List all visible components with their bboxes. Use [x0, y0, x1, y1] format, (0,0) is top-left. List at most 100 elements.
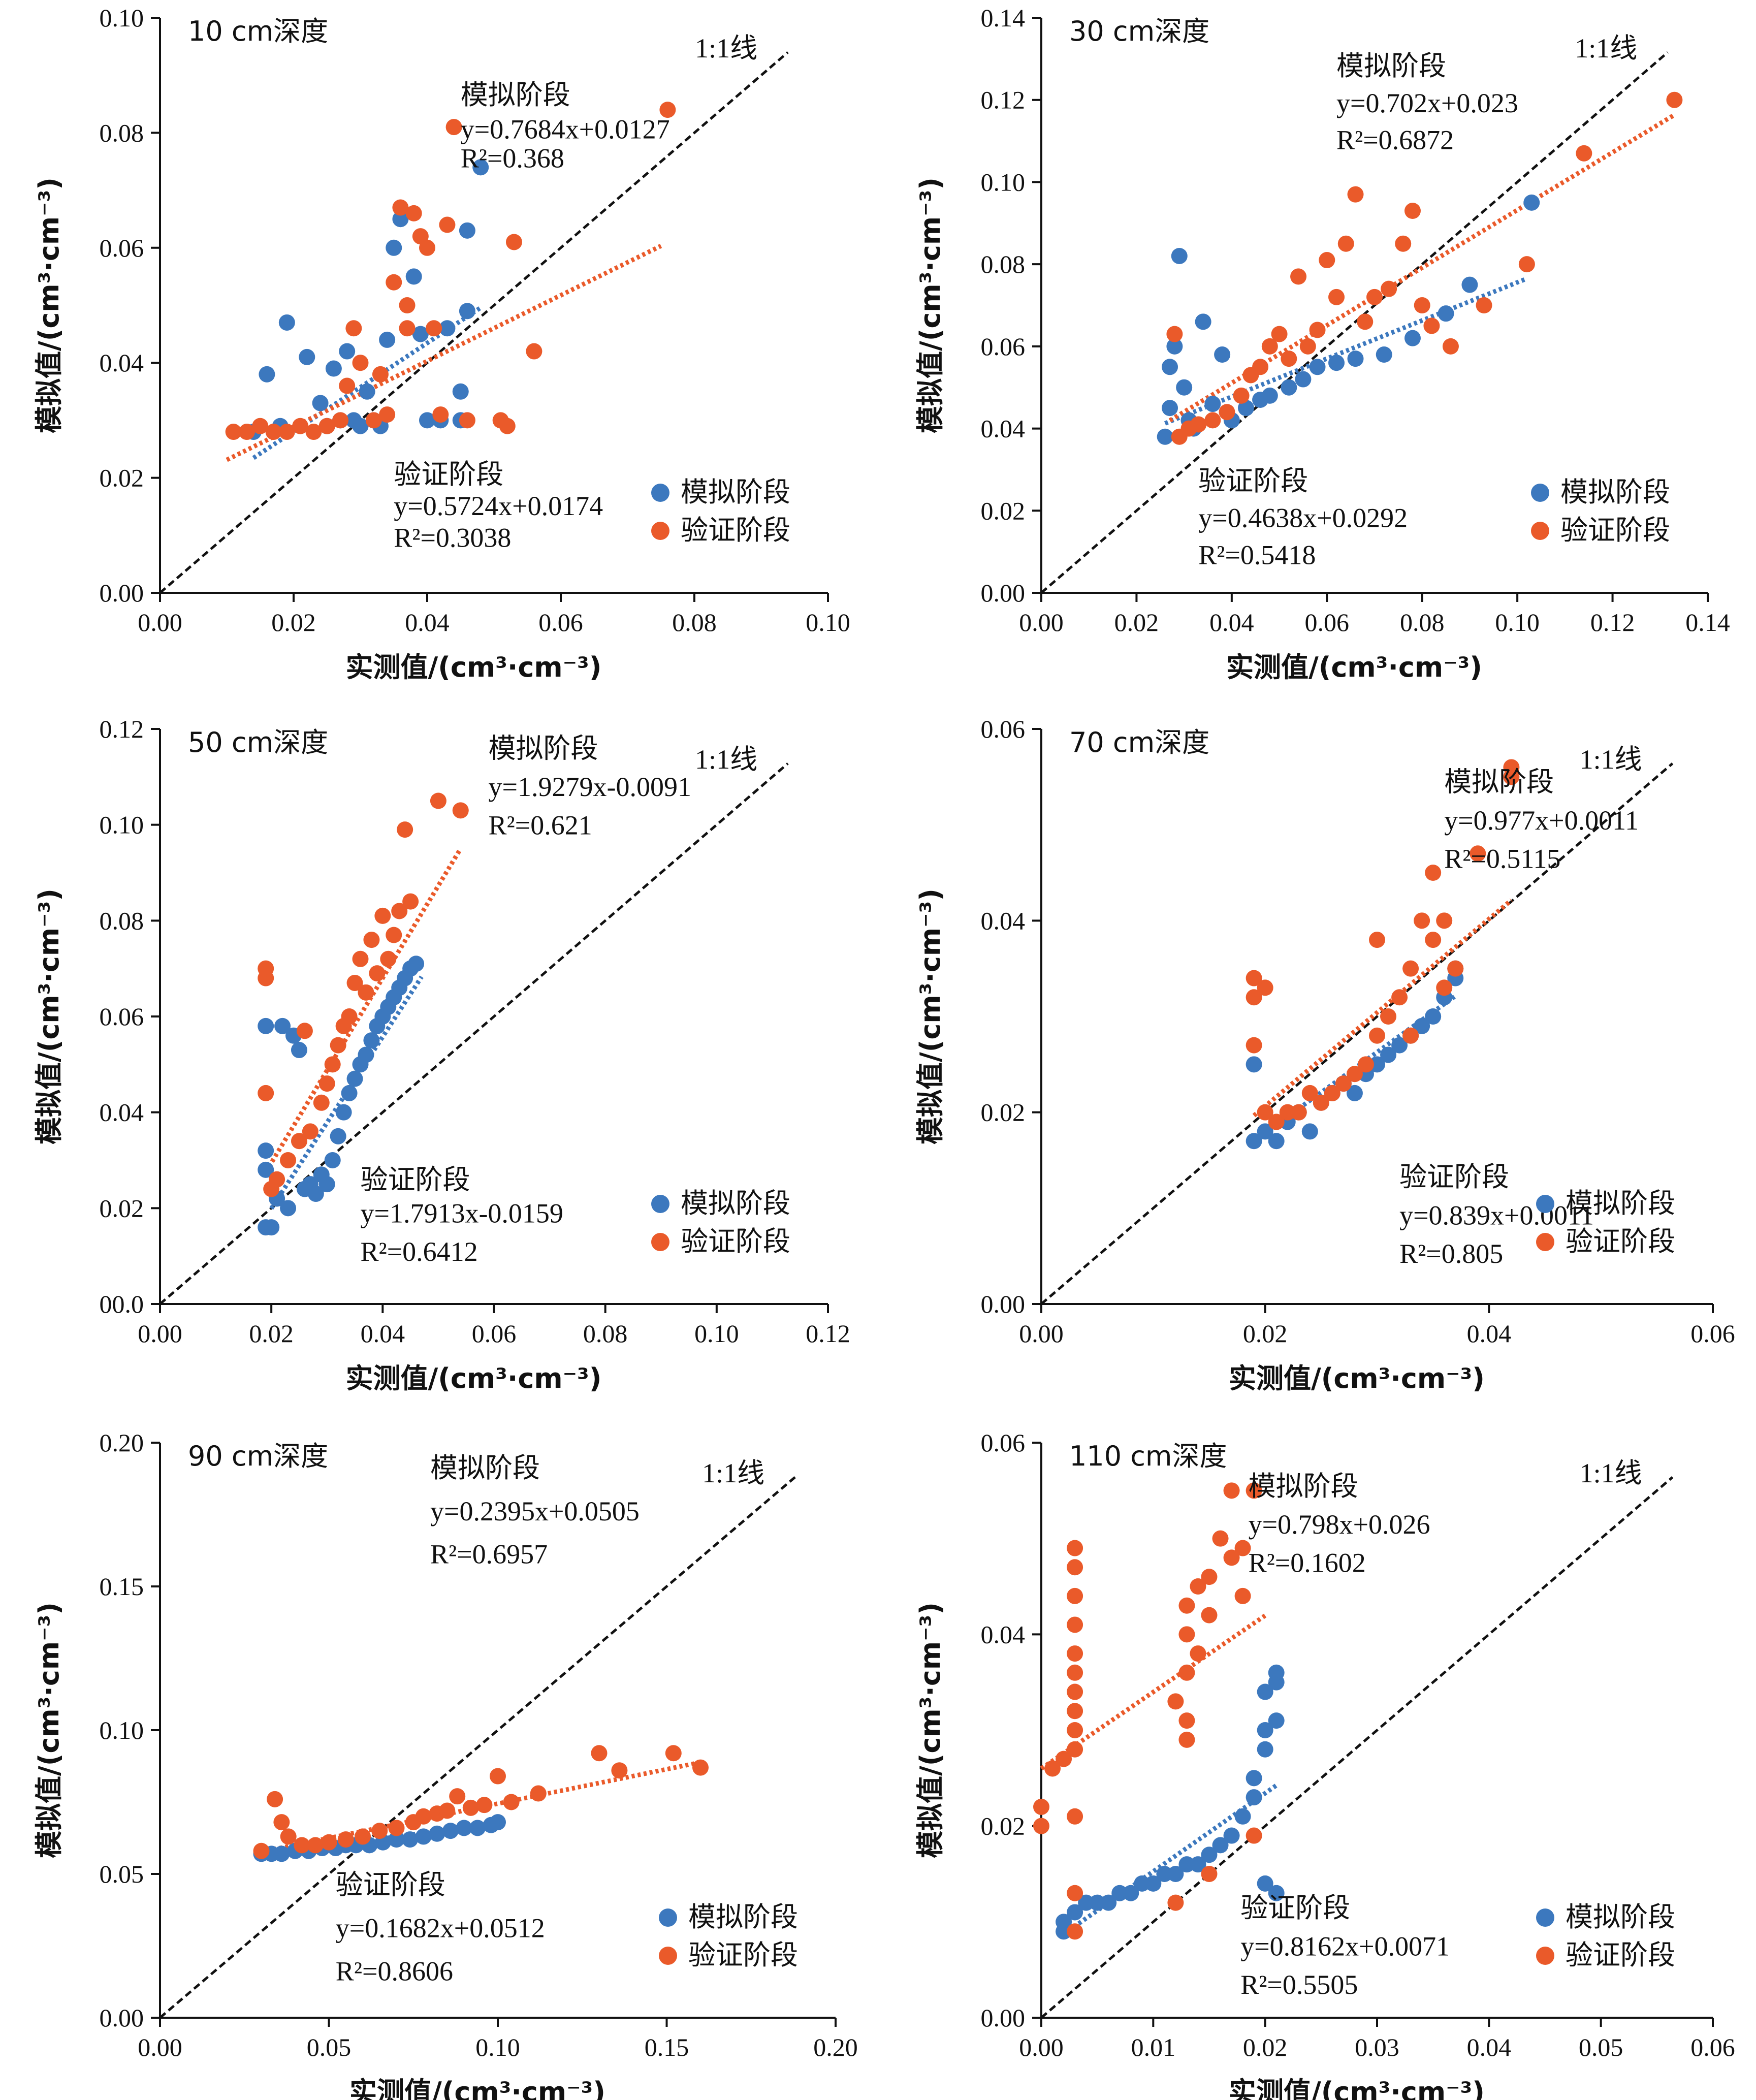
y-tick-label: 0.06: [100, 1002, 144, 1031]
legend-val-marker: [1531, 522, 1549, 540]
val-equation: y=0.1682x+0.0512: [336, 1913, 545, 1944]
val-point: [1204, 412, 1221, 429]
sim-point: [1234, 1808, 1251, 1825]
val-point: [278, 424, 295, 440]
one-to-one-line: [159, 762, 789, 1305]
val-point: [305, 424, 322, 440]
legend-val-marker: [651, 522, 669, 540]
x-ticks: 0.00 0.01 0.02 0.03 0.04 0.05 0.06: [1019, 2018, 1735, 2061]
sim-annotation-title: 模拟阶段: [430, 1452, 540, 1484]
val-annotation-title: 验证阶段: [1399, 1161, 1509, 1193]
val-point: [462, 1799, 479, 1816]
x-ticks: 0.00 0.02 0.04 0.06 0.08 0.10 0.12 0.14: [1019, 593, 1730, 637]
sim-point: [1204, 396, 1221, 412]
sim-point: [278, 314, 295, 331]
y-tick-label: 0.00: [981, 2003, 1026, 2032]
y-tick-label: 0.08: [100, 118, 144, 147]
sim-annotation-title: 模拟阶段: [461, 79, 570, 111]
y-tick-label: 0.06: [981, 332, 1026, 361]
panel-110cm: 0.00 0.01 0.02 0.03 0.04 0.05 0.06 0.000.020.0…: [914, 1428, 1735, 2100]
data-points: [1033, 1482, 1285, 1940]
val-point: [1447, 960, 1464, 977]
x-tick-label: 0.03: [1355, 2033, 1399, 2061]
val-point: [1299, 338, 1316, 355]
val-point: [1436, 979, 1453, 996]
x-tick-label: 0.08: [1400, 608, 1445, 637]
val-point: [386, 927, 402, 943]
val-point: [430, 792, 446, 809]
val-point: [345, 320, 362, 337]
sim-point: [280, 1200, 297, 1217]
sim-point: [325, 360, 342, 377]
val-point: [1423, 317, 1440, 334]
val-r2: R²=0.8606: [336, 1956, 453, 1986]
val-point: [1313, 1094, 1329, 1111]
val-point: [490, 1768, 506, 1785]
legend-val-marker: [651, 1233, 669, 1251]
sim-point: [307, 1186, 324, 1202]
sim-point: [1056, 1914, 1072, 1930]
one-to-one-line: [159, 1476, 796, 2019]
val-point: [291, 1133, 307, 1150]
sim-point: [1212, 1837, 1229, 1854]
val-point: [1402, 960, 1419, 977]
sim-point: [1309, 359, 1326, 375]
val-point: [1518, 256, 1535, 273]
val-point: [324, 1056, 341, 1073]
sim-point: [1268, 1712, 1285, 1729]
val-annotation-title: 验证阶段: [394, 458, 503, 490]
sim-point: [352, 418, 369, 434]
sim-point: [429, 1825, 445, 1842]
x-tick-label: 0.15: [645, 2033, 689, 2061]
y-tick-label: 0.00: [100, 2003, 144, 2032]
val-point: [1246, 1482, 1262, 1499]
panel-30cm: 0.00 0.02 0.04 0.06 0.08 0.10 0.12 0.14 0.000.0…: [914, 4, 1730, 683]
val-point: [505, 234, 522, 250]
val-r2: R²=0.3038: [394, 522, 511, 553]
val-point: [1414, 912, 1430, 929]
val-point: [1404, 203, 1421, 219]
val-point: [530, 1785, 547, 1802]
val-point: [1033, 1798, 1049, 1815]
sim-r2: R²=0.6957: [430, 1539, 548, 1570]
sim-point: [1178, 1856, 1195, 1873]
val-point: [476, 1797, 493, 1813]
val-point: [1067, 1683, 1083, 1700]
sim-point: [1195, 313, 1211, 330]
val-point: [374, 907, 391, 924]
sim-point: [1190, 1856, 1206, 1873]
val-point: [1257, 979, 1273, 996]
val-point: [1067, 1808, 1083, 1825]
val-point: [294, 1837, 310, 1854]
val-point: [1178, 1731, 1195, 1748]
sim-point: [341, 1085, 358, 1101]
y-tick-label: 0.06: [100, 234, 144, 262]
val-point: [503, 1794, 520, 1810]
val-point: [1402, 1027, 1419, 1044]
x-axis-title: 实测值/(cm³·cm⁻³): [1229, 2076, 1485, 2100]
sim-point: [388, 1831, 405, 1848]
val-point: [355, 1828, 371, 1845]
sim-point: [1257, 1123, 1273, 1140]
val-point: [1576, 145, 1592, 162]
sim-point: [1346, 1085, 1363, 1101]
x-tick-label: 0.14: [1685, 608, 1730, 637]
data-points: [253, 1745, 709, 1862]
val-point: [332, 412, 349, 429]
val-point: [313, 1094, 330, 1111]
val-point: [1234, 1587, 1251, 1604]
val-point: [1056, 1751, 1072, 1767]
sim-point: [415, 1828, 432, 1845]
y-tick-label: 0.10: [981, 168, 1026, 196]
x-tick-label: 0.06: [1305, 608, 1350, 637]
val-point: [1246, 1827, 1262, 1844]
val-equation: y=1.7913x-0.0159: [361, 1198, 563, 1229]
val-point: [1044, 1760, 1061, 1777]
sim-r2: R²=0.5115: [1444, 844, 1560, 874]
y-tick-label: 0.00: [100, 579, 144, 607]
one-to-one-line: [1040, 1476, 1674, 2019]
y-ticks: 0.00 0.02 0.04 0.06: [981, 1428, 1041, 2032]
sim-point: [459, 303, 475, 320]
y-tick-label: 0.10: [100, 811, 144, 839]
sim-point: [1268, 1664, 1285, 1681]
